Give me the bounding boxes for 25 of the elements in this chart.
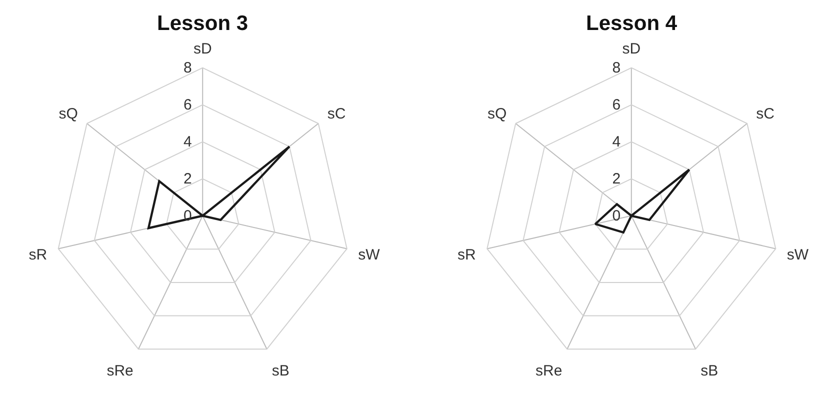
y-tick-label: 6 bbox=[612, 96, 621, 114]
spoke-label: sC bbox=[327, 106, 346, 123]
y-tick-label: 6 bbox=[184, 96, 192, 114]
y-tick-label: 4 bbox=[612, 134, 621, 151]
y-tick-label: 4 bbox=[184, 134, 192, 151]
spoke-label: sD bbox=[622, 40, 641, 58]
spoke-label: sQ bbox=[58, 106, 78, 123]
spoke-label: sW bbox=[786, 246, 810, 264]
spoke-label: sQ bbox=[488, 106, 507, 123]
chart-title: Lesson 3 bbox=[157, 12, 248, 35]
spoke-label: sW bbox=[358, 246, 381, 264]
spoke-label: sB bbox=[700, 362, 718, 380]
spoke-label: sD bbox=[193, 40, 212, 58]
spoke-label: sRe bbox=[106, 362, 134, 380]
y-tick-label: 8 bbox=[612, 60, 621, 77]
spoke-label: sB bbox=[272, 362, 290, 380]
y-tick-label: 0 bbox=[612, 208, 621, 225]
y-tick-label: 8 bbox=[184, 60, 192, 77]
y-tick-label: 2 bbox=[612, 170, 621, 188]
spoke-label: sR bbox=[458, 246, 476, 264]
spoke-label: sRe bbox=[535, 362, 562, 380]
spoke-label: sC bbox=[756, 106, 775, 123]
y-tick-label: 2 bbox=[184, 170, 192, 188]
spoke-label: sR bbox=[28, 246, 48, 264]
chart-title: Lesson 4 bbox=[586, 12, 678, 35]
